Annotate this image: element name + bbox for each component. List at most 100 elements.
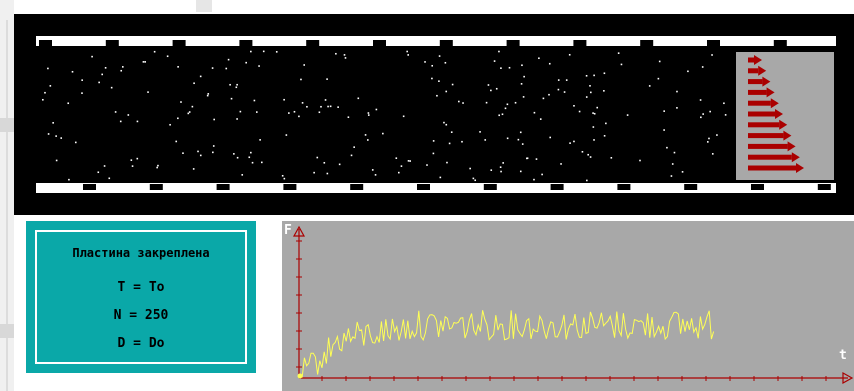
particle — [432, 140, 435, 142]
plate-status-text: Пластина закреплена — [72, 246, 210, 260]
particle — [211, 67, 214, 69]
status-panel: Пластина закреплена T = To N = 250 D = D… — [26, 221, 256, 373]
particle — [487, 84, 490, 86]
particle — [438, 80, 440, 82]
particle — [526, 157, 529, 160]
particle — [293, 110, 296, 113]
particle — [472, 177, 475, 180]
plate-marker — [707, 40, 720, 46]
particle — [495, 87, 498, 90]
particle — [371, 169, 374, 171]
particle — [560, 163, 562, 165]
particle — [230, 97, 233, 100]
particle — [327, 105, 329, 108]
particle — [180, 101, 182, 103]
particle — [724, 114, 727, 116]
particle — [702, 113, 704, 115]
particle — [658, 60, 661, 63]
particle — [639, 159, 641, 162]
particle — [42, 98, 44, 101]
particle — [367, 139, 369, 141]
plate-marker — [373, 40, 386, 46]
velocity-arrow-icon — [779, 119, 788, 130]
particle — [142, 61, 145, 63]
particle — [535, 158, 538, 160]
particle — [367, 114, 370, 116]
particle — [188, 111, 191, 113]
plate-marker — [439, 40, 453, 46]
velocity-arrow-shaft — [748, 165, 796, 171]
particle — [283, 177, 286, 180]
particle — [603, 90, 605, 92]
velocity-arrow-shaft — [748, 100, 771, 106]
particle — [610, 157, 613, 159]
particle — [251, 161, 254, 164]
particle — [300, 78, 302, 81]
particle — [47, 67, 49, 70]
particle — [395, 157, 398, 159]
particle — [313, 171, 315, 174]
velocity-arrow-icon — [783, 130, 792, 141]
particle — [671, 163, 674, 165]
particle — [569, 142, 571, 144]
particle — [548, 93, 550, 96]
particle — [329, 105, 332, 108]
particle — [250, 50, 252, 53]
particle — [626, 114, 629, 116]
particle — [120, 69, 123, 72]
particle — [474, 179, 477, 182]
particle — [498, 50, 500, 53]
plate-marker — [483, 184, 497, 190]
particle — [262, 50, 265, 53]
particle — [357, 97, 360, 100]
particle — [676, 90, 678, 93]
particle — [103, 165, 106, 167]
particle — [206, 94, 209, 97]
particle — [175, 140, 178, 143]
particle — [233, 153, 235, 155]
particle — [533, 111, 536, 114]
particle — [592, 126, 595, 128]
particle — [585, 96, 588, 98]
particle — [490, 89, 492, 92]
particle — [549, 136, 552, 139]
particle — [593, 139, 595, 141]
particle — [450, 131, 453, 133]
particle — [504, 107, 507, 110]
particle — [406, 50, 408, 53]
particle — [578, 110, 581, 113]
particle — [301, 102, 304, 104]
particle — [603, 72, 606, 75]
particle — [335, 52, 337, 55]
particle — [676, 107, 678, 109]
particle — [71, 70, 74, 73]
particle — [121, 66, 124, 68]
particle — [557, 79, 560, 81]
particle — [573, 140, 575, 143]
particle — [324, 99, 327, 101]
particle — [448, 142, 451, 145]
x-axis-arrow-icon — [842, 371, 854, 385]
particle — [47, 133, 50, 135]
force-signal-line — [299, 310, 715, 378]
particle — [700, 116, 702, 119]
y-axis-label: F — [284, 223, 292, 238]
particle — [344, 57, 347, 59]
particle — [533, 178, 535, 181]
particle — [568, 53, 571, 56]
particle — [711, 54, 713, 56]
particle — [501, 113, 504, 116]
particle — [316, 156, 319, 159]
status-panel-border: Пластина закреплена T = To N = 250 D = D… — [35, 230, 247, 364]
velocity-arrow-shaft — [748, 79, 763, 85]
plate-marker — [216, 184, 230, 190]
particle — [498, 114, 500, 117]
particle — [514, 101, 517, 104]
particle — [451, 83, 454, 86]
simulation-area — [14, 14, 854, 215]
particle — [97, 171, 100, 174]
particle — [500, 170, 502, 173]
particle — [281, 174, 284, 177]
particle — [283, 98, 285, 101]
particle — [382, 132, 384, 135]
